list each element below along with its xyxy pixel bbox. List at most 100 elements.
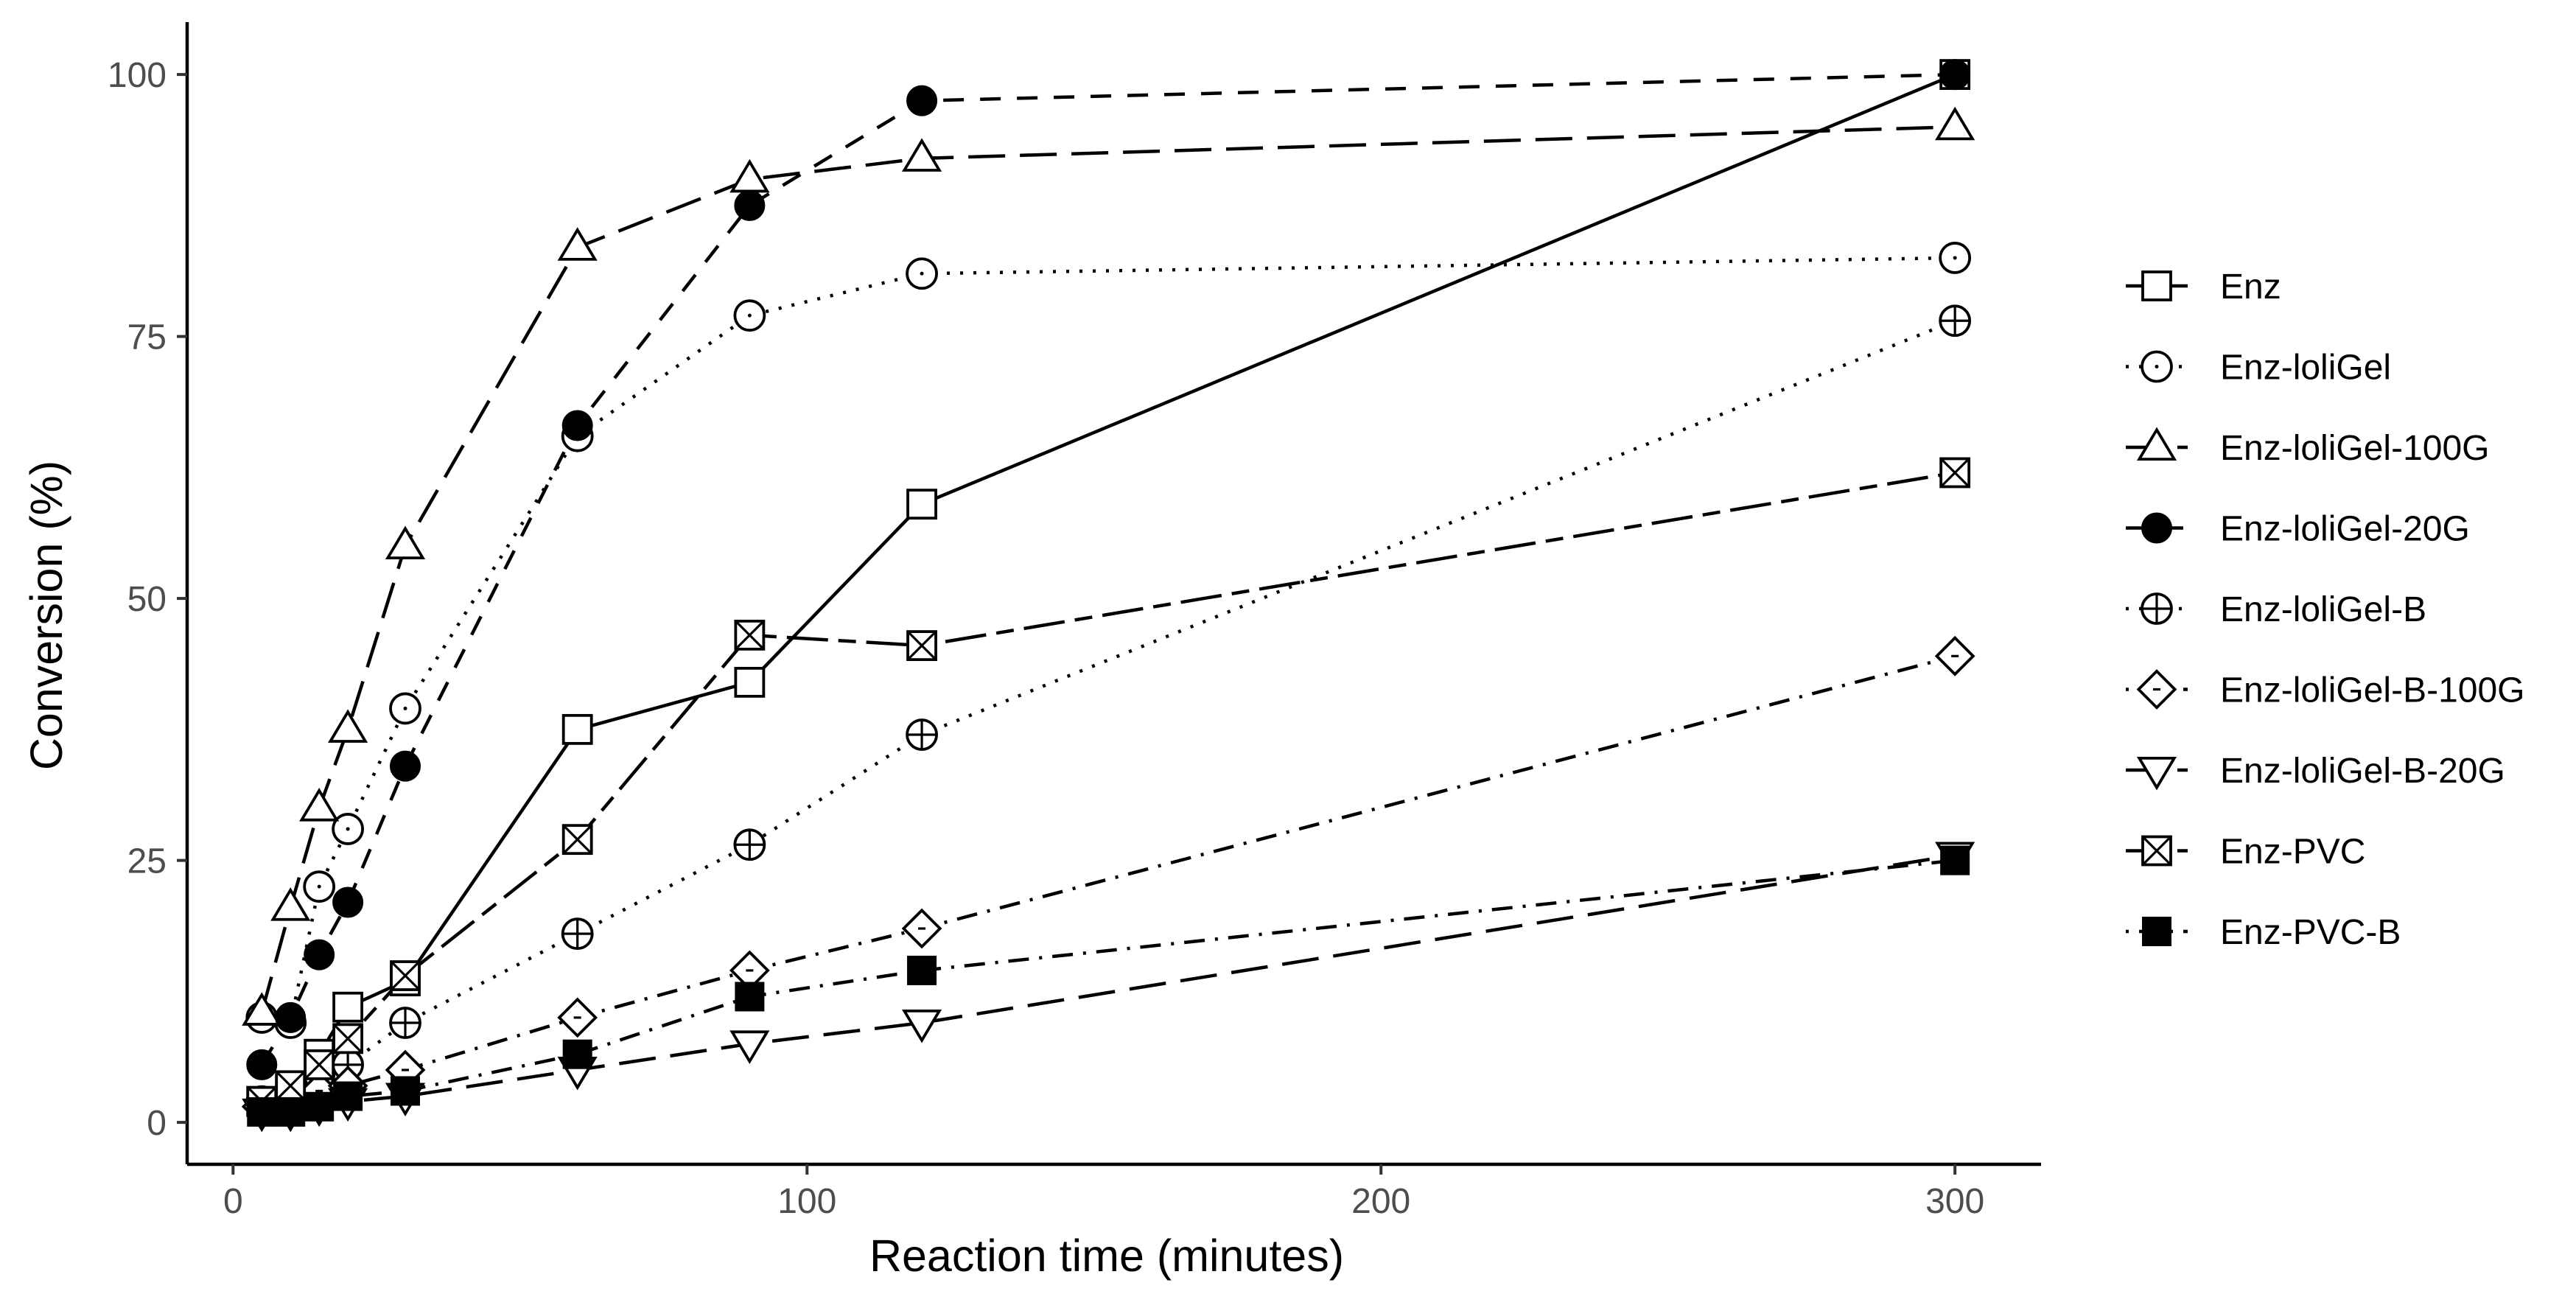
data-point — [390, 960, 421, 991]
data-point — [1934, 635, 1975, 676]
data-point — [275, 1001, 307, 1033]
marker-square — [561, 713, 593, 745]
marker-center-dot — [403, 706, 407, 710]
data-point — [734, 619, 766, 651]
data-point — [247, 1097, 277, 1127]
data-point — [303, 870, 336, 903]
data-point — [328, 709, 368, 743]
marker-cross-line — [2141, 836, 2172, 866]
marker-triangle-up — [299, 788, 340, 822]
data-point — [561, 917, 594, 951]
marker-circle-filled — [332, 886, 364, 918]
data-point — [385, 525, 426, 560]
data-point — [734, 189, 766, 221]
data-point — [906, 718, 938, 751]
marker-triangle-up — [729, 158, 770, 193]
data-point — [304, 939, 335, 970]
data-point — [906, 489, 937, 520]
data-point — [1939, 457, 1971, 489]
marker-center-dot — [346, 827, 350, 831]
data-point — [906, 85, 938, 116]
series-line-5 — [261, 654, 1956, 1109]
legend-label: Enz-PVC — [2220, 833, 2365, 872]
data-point — [561, 824, 593, 856]
marker-cross-line — [276, 1071, 306, 1101]
series-line-6 — [262, 853, 1956, 1114]
marker-circle-filled — [734, 189, 766, 221]
legend-item: Enz-PVC-B — [2126, 913, 2401, 952]
data-point — [733, 299, 766, 332]
series-line-0 — [261, 73, 1956, 1103]
marker-triangle-up — [242, 992, 282, 1026]
marker-circle-filled — [2141, 512, 2172, 544]
data-point — [557, 997, 598, 1038]
data-point — [906, 257, 938, 290]
data-point — [735, 982, 765, 1012]
series-line-2 — [260, 125, 1956, 1013]
data-point — [906, 630, 937, 662]
legend-label: Enz-loliGel-100G — [2220, 429, 2489, 468]
data-point — [1940, 845, 1970, 875]
marker-triangle-down — [2136, 756, 2177, 791]
marker-cross-line — [332, 1024, 363, 1054]
marker-square-filled — [333, 1081, 363, 1111]
series-line-7 — [261, 471, 1956, 1103]
data-point — [270, 887, 311, 921]
x-axis-title: Reaction time (minutes) — [869, 1231, 1344, 1281]
marker-square-filled — [276, 1097, 306, 1127]
data-point — [734, 666, 766, 698]
legend-item: Enz-loliGel-B — [2126, 590, 2426, 629]
marker-square — [2141, 270, 2172, 301]
data-point — [1939, 304, 1972, 338]
legend-marker — [2141, 512, 2172, 544]
marker-square — [332, 991, 364, 1023]
marker-square-filled — [2142, 917, 2171, 946]
marker-square — [906, 489, 937, 520]
data-point — [304, 1091, 335, 1122]
legend-item: Enz-loliGel-B-100G — [2126, 669, 2524, 710]
legend-marker — [2141, 350, 2173, 383]
data-point — [332, 813, 365, 845]
marker-cross-line — [390, 960, 421, 991]
marker-triangle-up — [901, 138, 942, 172]
data-point — [562, 1039, 592, 1069]
marker-circle-filled — [304, 939, 335, 970]
data-point — [332, 991, 364, 1023]
marker-square-filled — [247, 1097, 277, 1127]
legend-marker — [2136, 756, 2177, 791]
data-point — [901, 908, 942, 949]
data-point — [901, 1009, 942, 1043]
legend-marker — [2141, 835, 2172, 867]
marker-cross-line — [562, 825, 592, 855]
marker-triangle-up — [270, 887, 311, 921]
legend-label: Enz-PVC-B — [2220, 913, 2401, 952]
data-point — [389, 1007, 421, 1039]
legend-label: Enz-loliGel — [2220, 349, 2391, 388]
data-point — [246, 1049, 278, 1080]
marker-square-filled — [304, 1091, 335, 1122]
data-point — [276, 1097, 306, 1127]
data-point — [729, 1030, 770, 1064]
y-tick-label: 100 — [108, 56, 167, 95]
marker-square-filled — [562, 1039, 592, 1069]
legend-label: Enz — [2220, 267, 2281, 307]
legend-item: Enz — [2126, 267, 2281, 307]
data-point — [242, 992, 282, 1026]
marker-triangle-down — [901, 1009, 942, 1043]
data-point — [333, 1081, 363, 1111]
legend-marker — [2141, 270, 2172, 301]
series-markers — [241, 59, 1975, 1133]
legend-item: Enz-PVC — [2126, 833, 2365, 872]
legend-marker — [2136, 427, 2177, 461]
marker-square-filled — [735, 982, 765, 1012]
x-tick-label: 200 — [1351, 1182, 1410, 1221]
data-point — [332, 1023, 364, 1055]
data-point — [1939, 59, 1971, 91]
data-point — [901, 138, 942, 172]
series-line-3 — [260, 72, 1956, 1066]
marker-square-filled — [391, 1076, 420, 1106]
data-point — [561, 410, 593, 441]
marker-circle-filled — [561, 410, 593, 441]
x-tick-label: 300 — [1925, 1182, 1984, 1221]
marker-center-dot — [747, 313, 752, 318]
